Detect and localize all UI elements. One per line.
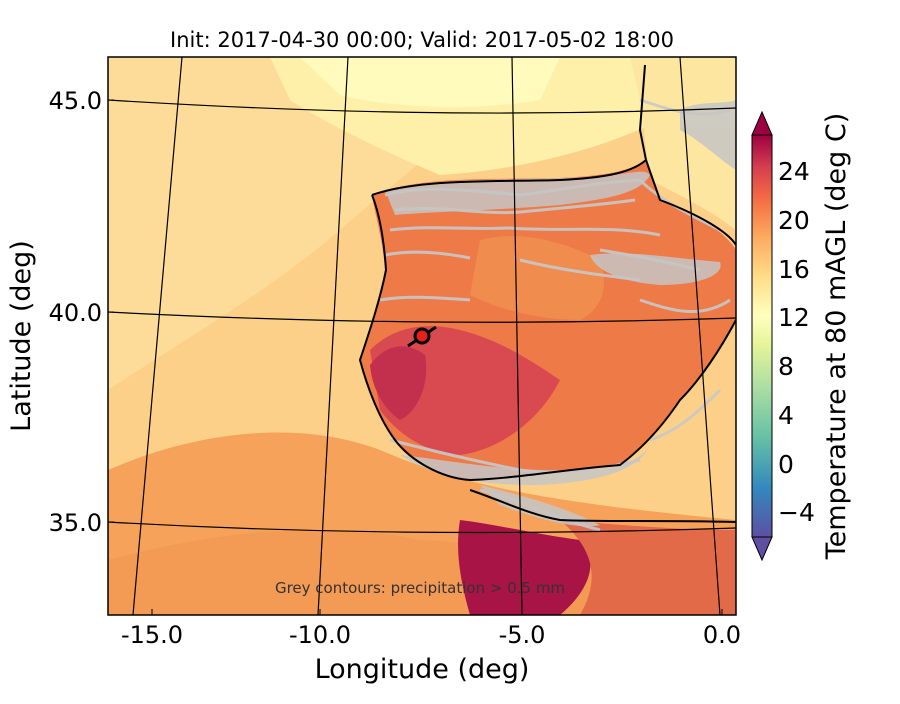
map-title: Init: 2017-04-30 00:00; Valid: 2017-05-0…: [170, 28, 674, 52]
y-axis-label: Latitude (deg): [6, 240, 37, 432]
map-frame: [107, 56, 737, 616]
y-axis: 45.0 40.0 35.0 Latitude (deg): [6, 87, 114, 537]
temperature-field: Grey contours: precipitation > 0.5 mm: [108, 57, 736, 615]
colorbar: −4 0 4 8 12 16 20 24 Temperature at 80 m…: [751, 110, 852, 562]
colorbar-min-arrow: [751, 536, 773, 562]
x-axis-label: Longitude (deg): [315, 654, 530, 685]
x-axis: -15.0 -10.0 -5.0 0.0 Longitude (deg): [121, 609, 741, 685]
y-tick-label: 45.0: [49, 87, 102, 115]
precip-annotation: Grey contours: precipitation > 0.5 mm: [275, 579, 565, 597]
y-tick-label: 40.0: [49, 299, 102, 327]
y-tick-label: 35.0: [49, 509, 102, 537]
x-tick-label: 0.0: [703, 621, 741, 649]
colorbar-tick: 8: [778, 352, 794, 381]
x-tick-label: -5.0: [499, 621, 546, 649]
colorbar-tick: 24: [778, 157, 810, 186]
colorbar-tick: 0: [778, 450, 794, 479]
colorbar-tick: 16: [778, 255, 810, 284]
colorbar-tick: 20: [778, 206, 810, 235]
colorbar-tick: 4: [778, 401, 794, 430]
site-marker: [413, 327, 431, 345]
colorbar-tick: −4: [778, 498, 815, 527]
colorbar-max-arrow: [751, 110, 773, 136]
x-tick-label: -15.0: [121, 621, 183, 649]
colorbar-tick: 12: [778, 303, 810, 332]
colorbar-scale: [751, 134, 773, 538]
colorbar-label: Temperature at 80 mAGL (deg C): [821, 113, 852, 561]
x-tick-label: -10.0: [289, 621, 351, 649]
